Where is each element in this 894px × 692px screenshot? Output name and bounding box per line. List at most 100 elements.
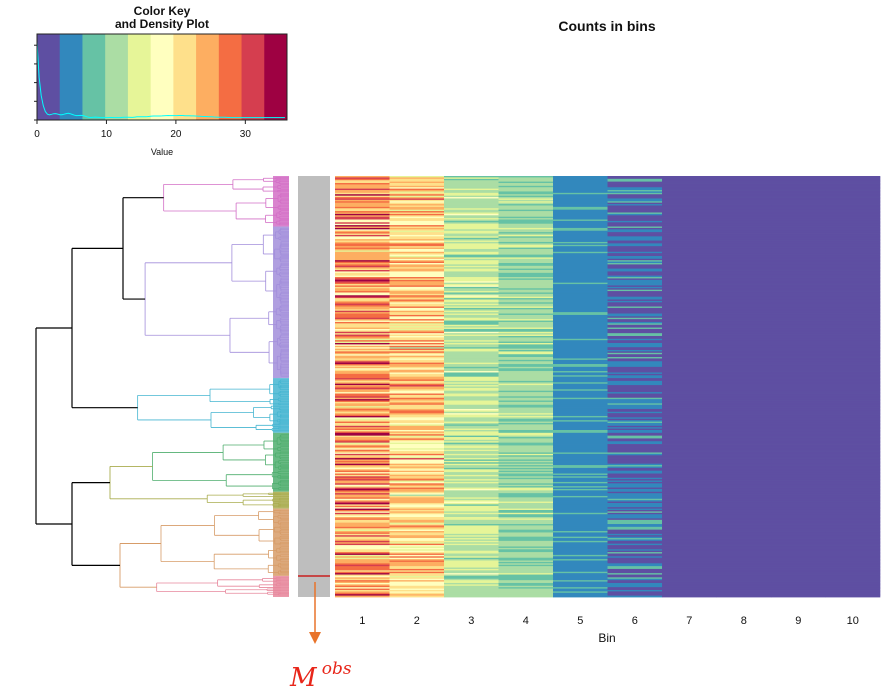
heatmap-cell — [716, 529, 772, 532]
heatmap-cell — [607, 399, 663, 401]
heatmap-cell — [444, 415, 499, 418]
heatmap-cell — [444, 254, 499, 257]
heatmap-cell — [444, 449, 499, 452]
heatmap-cell — [335, 365, 390, 368]
heatmap-cell — [825, 385, 881, 387]
heatmap-cell — [607, 495, 663, 498]
heatmap-cell — [498, 462, 554, 465]
heatmap-cell — [662, 341, 717, 344]
heatmap-cell — [825, 316, 881, 319]
heatmap-cell — [498, 508, 554, 511]
heatmap-cell — [335, 302, 390, 305]
heatmap-cell — [444, 467, 499, 470]
heatmap-cell — [444, 556, 499, 559]
heatmap-cell — [553, 574, 608, 577]
heatmap-cell — [389, 529, 445, 532]
heatmap-cell — [716, 589, 772, 592]
heatmap-cell — [335, 587, 390, 589]
heatmap-cell — [662, 237, 717, 240]
heatmap-cell — [389, 226, 445, 229]
heatmap-cell — [662, 550, 717, 553]
heatmap-cell — [335, 317, 390, 320]
heatmap-cell — [825, 313, 881, 316]
heatmap-cell — [825, 446, 881, 449]
heatmap-cell — [389, 337, 445, 340]
x-tick-label: 1 — [359, 615, 365, 627]
heatmap-cell — [389, 393, 445, 396]
heatmap-cell — [716, 577, 772, 580]
color-key-swatch — [105, 34, 129, 120]
heatmap-cell — [716, 335, 772, 338]
heatmap-cell — [662, 236, 717, 239]
heatmap-cell — [498, 484, 554, 487]
heatmap-cell — [553, 424, 608, 427]
heatmap-cell — [498, 413, 554, 415]
heatmap-cell — [662, 275, 717, 278]
heatmap-cell — [771, 284, 826, 286]
heatmap-cell — [716, 344, 772, 347]
heatmap-cell — [607, 512, 663, 515]
heatmap-cell — [607, 321, 663, 324]
heatmap-cell — [553, 230, 608, 233]
heatmap-cell — [716, 227, 772, 230]
heatmap-cell — [716, 451, 772, 453]
heatmap-cell — [662, 366, 717, 369]
heatmap-cell — [607, 422, 663, 425]
heatmap-cell — [662, 522, 717, 525]
heatmap-cell — [771, 208, 826, 211]
heatmap-cell — [716, 453, 772, 456]
heatmap-cell — [771, 212, 826, 215]
heatmap-cell — [771, 263, 826, 265]
heatmap-cell — [444, 543, 499, 546]
heatmap-cell — [662, 338, 717, 341]
heatmap-cell — [716, 366, 772, 369]
heatmap-cell — [662, 239, 717, 241]
heatmap-cell — [553, 255, 608, 258]
heatmap-cell — [607, 425, 663, 428]
heatmap-cell — [553, 547, 608, 550]
heatmap-cell — [662, 180, 717, 183]
heatmap-cell — [389, 187, 445, 190]
heatmap-cell — [607, 341, 663, 344]
heatmap-cell — [607, 435, 663, 438]
heatmap-cell — [498, 533, 554, 536]
heatmap-cell — [662, 288, 717, 291]
heatmap-cell — [389, 444, 445, 446]
heatmap-cell — [389, 375, 445, 378]
heatmap-cell — [498, 277, 554, 279]
heatmap-cell — [771, 556, 826, 559]
heatmap-cell — [607, 316, 663, 319]
heatmap-cell — [389, 400, 445, 403]
heatmap-cell — [607, 215, 663, 218]
heatmap-cell — [607, 317, 663, 320]
heatmap-cell — [389, 382, 445, 385]
heatmap-cell — [771, 532, 826, 535]
heatmap-cell — [662, 364, 717, 366]
heatmap-cell — [389, 303, 445, 306]
heatmap-cell — [389, 469, 445, 472]
heatmap-cell — [662, 267, 717, 270]
heatmap-cell — [825, 264, 881, 267]
heatmap-cell — [607, 470, 663, 473]
heatmap-cell — [662, 211, 717, 213]
heatmap-cell — [771, 563, 826, 566]
heatmap-cell — [335, 397, 390, 400]
heatmap-cell — [553, 345, 608, 348]
heatmap-cell — [389, 449, 445, 452]
heatmap-cell — [389, 359, 445, 362]
heatmap-cell — [825, 418, 881, 421]
heatmap-cell — [498, 378, 554, 380]
heatmap-cell — [825, 306, 881, 309]
heatmap-cell — [553, 211, 608, 213]
heatmap-cell — [498, 481, 554, 484]
heatmap-cell — [716, 237, 772, 240]
heatmap-cell — [444, 285, 499, 288]
heatmap-cell — [444, 521, 499, 524]
heatmap-cell — [825, 467, 881, 470]
heatmap-cell — [498, 582, 554, 585]
heatmap-cell — [607, 500, 663, 502]
heatmap-cell — [825, 484, 881, 487]
heatmap-cell — [389, 403, 445, 406]
heatmap-cell — [335, 547, 390, 550]
heatmap-cell — [389, 521, 445, 524]
